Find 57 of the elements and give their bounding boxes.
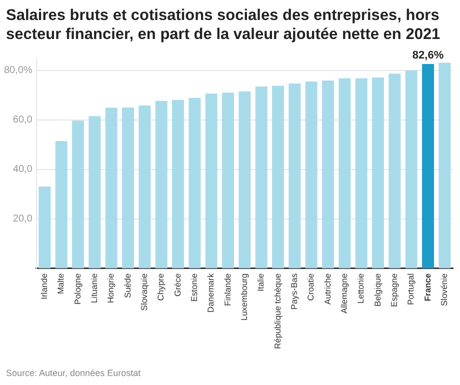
x-tick-label: France: [422, 273, 432, 302]
bar: [338, 78, 351, 268]
x-tick-label: Hongrie: [106, 273, 116, 304]
x-tick-label: Croatie: [306, 273, 316, 301]
bar: [405, 70, 418, 268]
bar: [305, 82, 318, 268]
x-tick-label: Danemark: [206, 272, 216, 313]
bar: [55, 141, 68, 268]
bar: [372, 78, 384, 268]
bar: [388, 74, 401, 268]
x-tick-label: Autriche: [322, 273, 332, 305]
x-tick-label: Espagne: [389, 273, 400, 307]
y-tick-label: 20,0: [12, 214, 33, 225]
bar: [88, 116, 101, 268]
x-tick-label: Italie: [256, 273, 266, 292]
x-tick-label: Suède: [122, 273, 132, 298]
x-tick-label: Estonie: [189, 273, 200, 302]
x-tick-label: Malte: [56, 273, 66, 294]
bar: [272, 86, 284, 268]
bar: [422, 64, 434, 268]
x-tick-label: Pays-Bas: [289, 273, 300, 310]
chart-title: Salaires bruts et cotisations sociales des entreprises, hors secteur financier, en part de la valeur ajoutée nette en 2021: [5, 6, 442, 44]
x-tick-label: Portugal: [406, 273, 416, 306]
x-tick-label: Slovénie: [439, 273, 450, 306]
x-tick-label: Belgique: [372, 273, 382, 306]
bar: [205, 94, 218, 268]
source-note: Source: Auteur, données Eurostat: [6, 368, 141, 378]
y-tick-label: 40,0: [12, 164, 33, 176]
x-tick-label: République tchèque: [272, 273, 282, 350]
bar: [38, 186, 51, 268]
bar: [288, 83, 301, 268]
x-tick-label: Allemagne: [339, 273, 350, 314]
x-tick-label: Slovaquie: [139, 273, 150, 311]
bar: [122, 108, 134, 268]
bar: [222, 92, 234, 268]
bar: [438, 62, 451, 268]
bar: [238, 91, 251, 268]
bar: [172, 100, 184, 268]
x-tick-label: Lettonie: [356, 273, 366, 304]
bar: [188, 98, 201, 268]
x-tick-label: Lituanie: [89, 273, 100, 304]
y-tick-label: 80,0%: [4, 65, 32, 76]
x-tick-label: Irlande: [39, 273, 50, 300]
x-tick-label: Luxembourg: [239, 273, 250, 321]
bar: [138, 106, 151, 268]
x-tick-label: Grèce: [172, 273, 182, 297]
data-label: 82,6%: [412, 49, 444, 62]
y-tick-label: 60,0: [12, 114, 33, 126]
bar: [255, 86, 268, 268]
bar: [105, 108, 118, 268]
bar: [322, 80, 334, 268]
bar: [155, 100, 168, 268]
x-tick-label: Finlande: [222, 273, 232, 306]
bar: [72, 120, 84, 268]
x-tick-label: Chypre: [156, 273, 166, 301]
x-tick-label: Pologne: [72, 273, 82, 305]
bar: [355, 78, 368, 268]
